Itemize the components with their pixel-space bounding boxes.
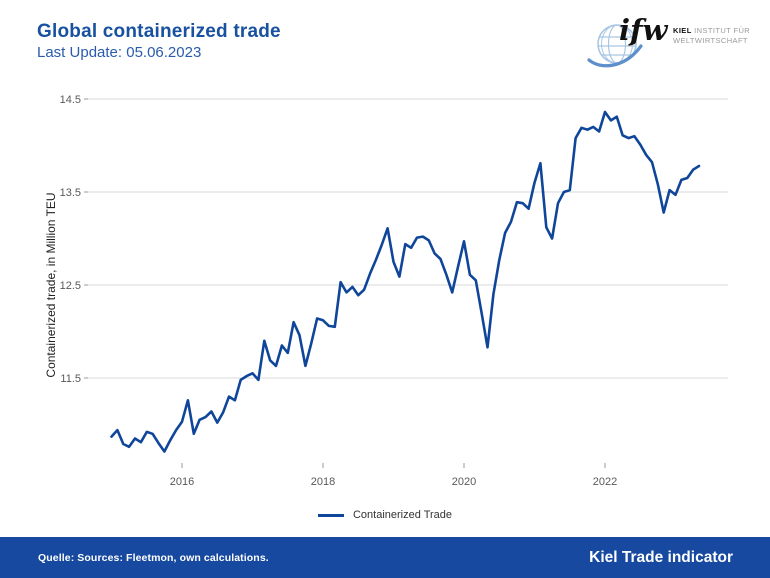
x-tick-label: 2022 (593, 476, 617, 488)
y-tick-label: 13.5 (60, 187, 81, 199)
institute-name: KIEL INSTITUT FÜR WELTWIRTSCHAFT (673, 26, 750, 46)
x-tick-label: 2016 (170, 476, 194, 488)
page-title: Global containerized trade (37, 21, 281, 42)
x-tick-label: 2018 (311, 476, 335, 488)
y-tick-label: 14.5 (60, 94, 81, 106)
institute-line2: WELTWIRTSCHAFT (673, 36, 748, 46)
source-note: Quelle: Sources: Fleetmon, own calculati… (38, 551, 269, 564)
globe-icon (587, 24, 643, 68)
ifw-logo: ifw KIEL INSTITUT FÜR WELTWIRTSCHAFT (587, 10, 752, 70)
y-axis-title: Containerized trade, in Million TEU (44, 192, 58, 377)
institute-line1-rest: INSTITUT FÜR (691, 26, 751, 35)
ifw-wordmark: ifw (619, 13, 668, 47)
containerized-trade-line (110, 110, 701, 453)
y-tick-label: 11.5 (60, 373, 81, 385)
last-update-label: Last Update: 05.06.2023 (37, 44, 202, 61)
chart-legend: Containerized Trade (0, 505, 770, 525)
legend-label: Containerized Trade (352, 509, 453, 521)
trade-line-chart: 14.5 13.5 12.5 11.5 2016 2018 2020 2022 Containe… (44, 94, 728, 488)
footer-bar: Quelle: Sources: Fleetmon, own calculati… (0, 537, 770, 578)
kiel-trade-indicator-label: Kiel Trade indicator (589, 548, 733, 566)
legend-line-swatch (317, 513, 344, 517)
institute-kiel: KIEL (673, 26, 692, 35)
y-tick-label: 12.5 (60, 280, 81, 292)
x-tick-label: 2020 (452, 476, 476, 488)
